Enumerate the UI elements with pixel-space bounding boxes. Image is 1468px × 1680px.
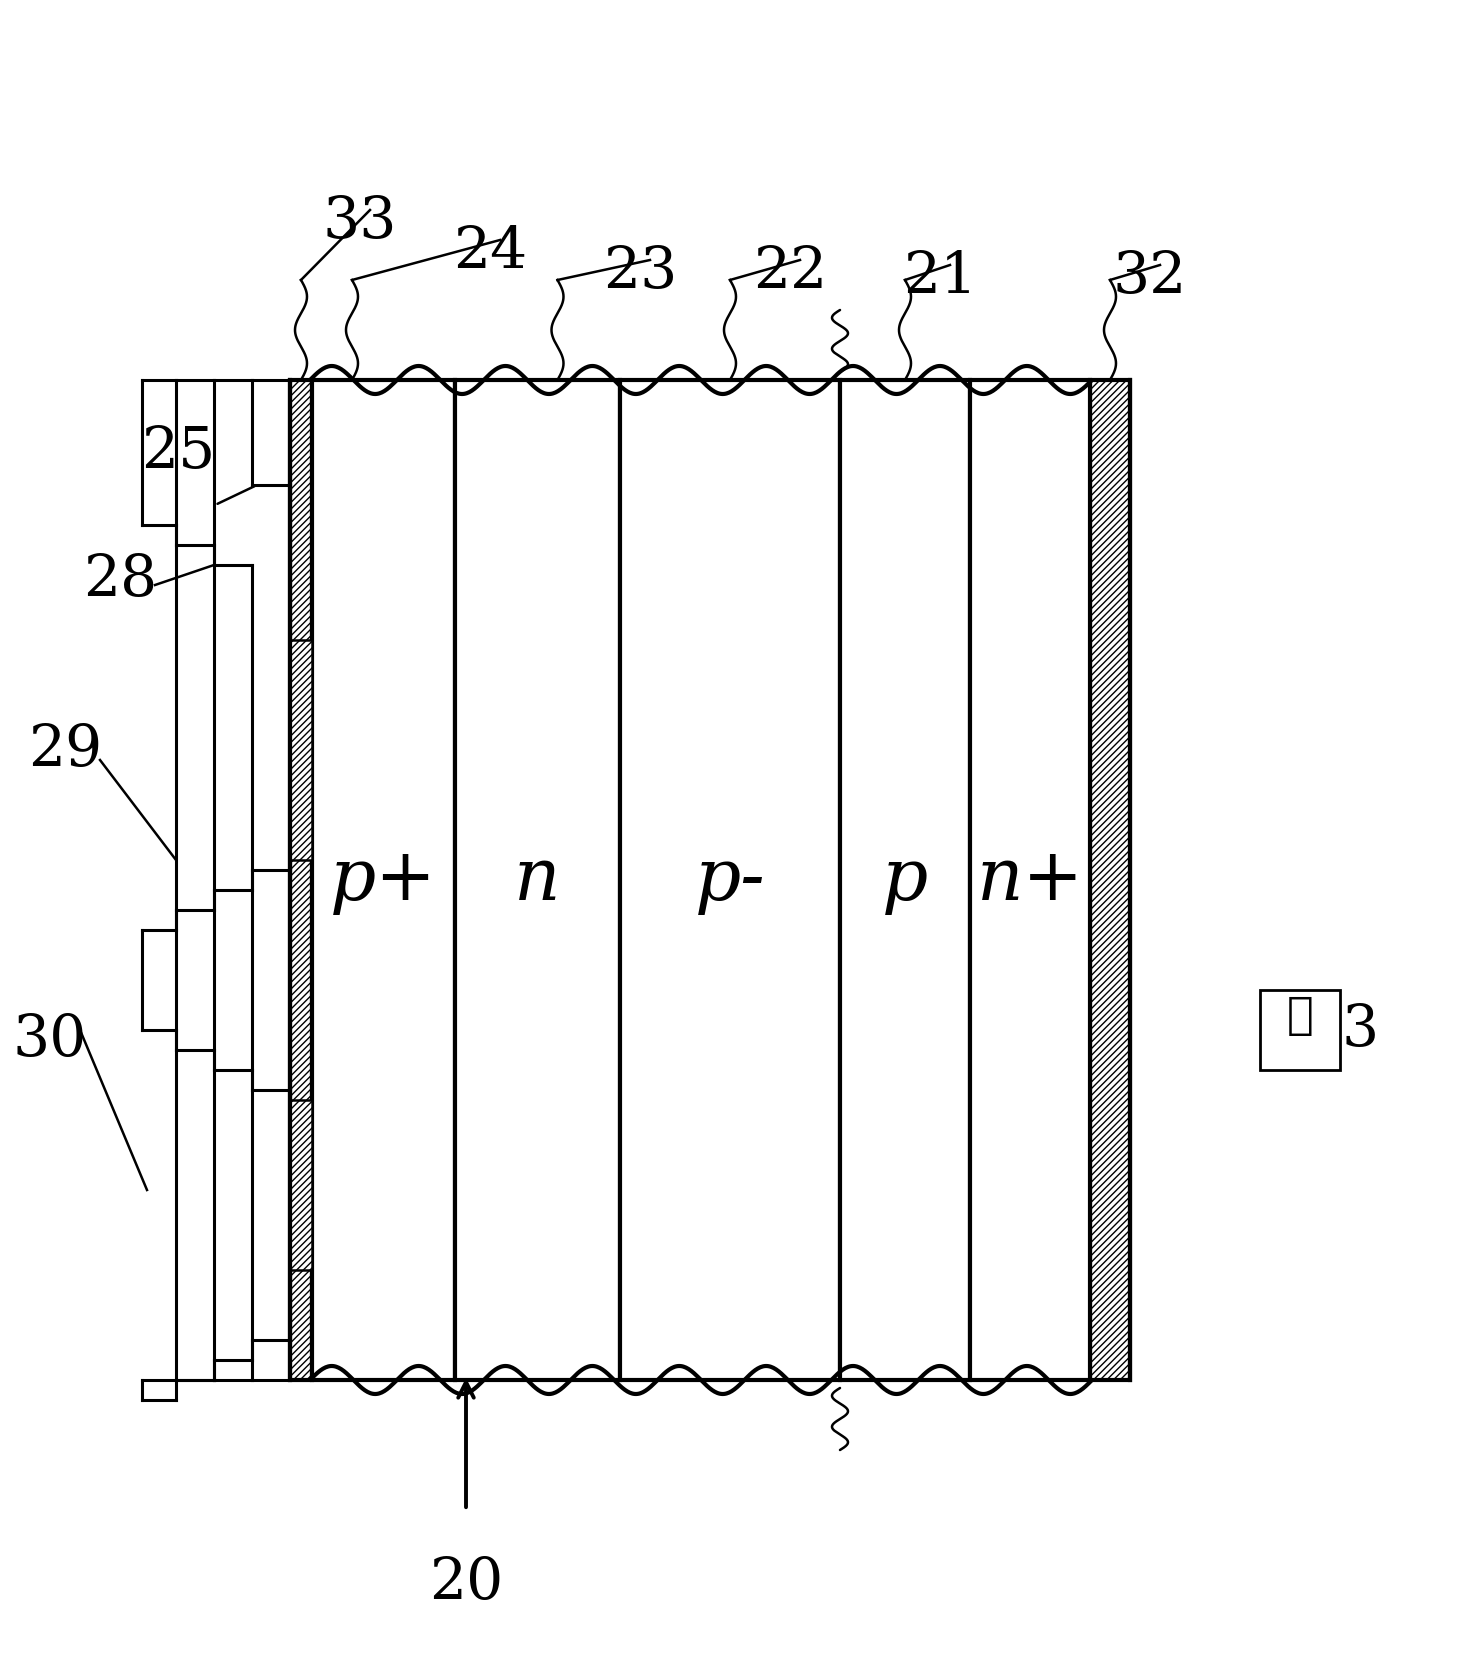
Bar: [291, 640, 313, 860]
Text: 28: 28: [82, 553, 157, 608]
Text: 21: 21: [903, 249, 978, 306]
Text: p-: p-: [694, 845, 765, 916]
Text: p: p: [882, 845, 928, 916]
Text: 3: 3: [1342, 1001, 1378, 1058]
Bar: [1091, 380, 1130, 1379]
Bar: [970, 380, 1091, 1379]
Text: p+: p+: [330, 845, 437, 916]
Bar: [291, 380, 313, 1379]
Text: 23: 23: [603, 244, 677, 301]
Text: 32: 32: [1113, 249, 1188, 306]
Bar: [619, 380, 840, 1379]
Text: 図: 図: [1286, 993, 1314, 1037]
Bar: [840, 380, 970, 1379]
Bar: [313, 380, 455, 1379]
Text: 20: 20: [429, 1556, 504, 1611]
Bar: [291, 1100, 313, 1270]
Text: n+: n+: [976, 845, 1083, 916]
Bar: [455, 380, 619, 1379]
Bar: [1260, 990, 1340, 1070]
Text: 29: 29: [28, 722, 103, 778]
Text: 30: 30: [13, 1011, 87, 1068]
Text: 22: 22: [753, 244, 826, 301]
Text: n: n: [514, 845, 561, 916]
Text: 33: 33: [323, 193, 398, 250]
Text: 24: 24: [454, 223, 527, 281]
Text: 25: 25: [141, 423, 216, 480]
